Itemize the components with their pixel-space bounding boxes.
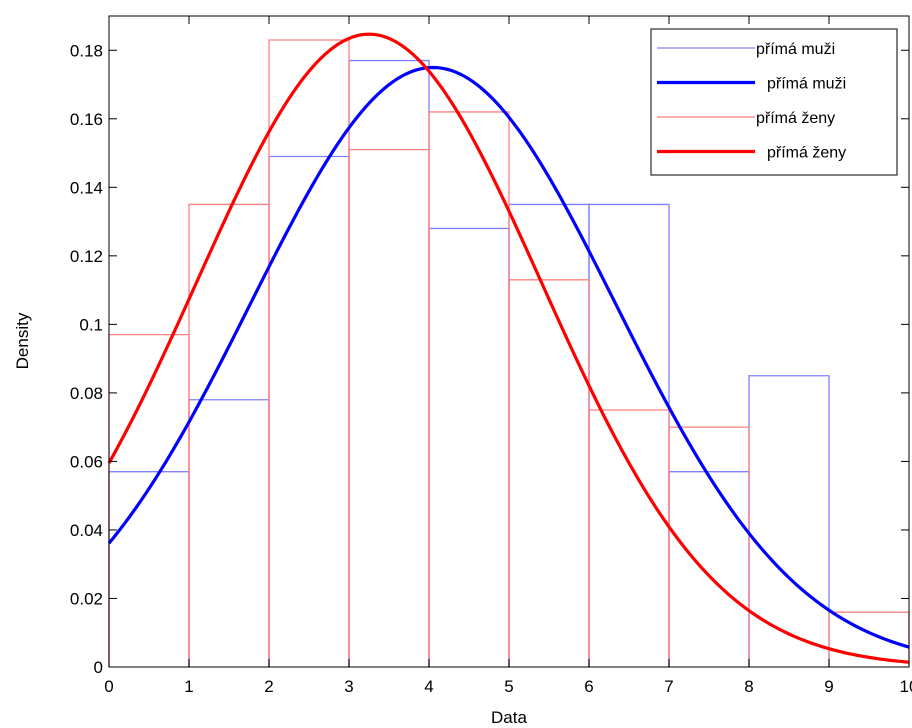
density-curve-layer bbox=[107, 32, 910, 664]
y-tick-label: 0.06 bbox=[70, 452, 103, 471]
x-tick-label: 0 bbox=[104, 677, 113, 696]
histogram-layer bbox=[108, 39, 910, 667]
x-tick-label: 4 bbox=[424, 677, 433, 696]
legend-label-prima-muzi-0: přímá muži bbox=[756, 41, 835, 58]
y-tick-label: 0.14 bbox=[70, 178, 103, 197]
y-tick-label: 0 bbox=[94, 658, 103, 677]
y-axis-label: Density bbox=[13, 312, 32, 369]
y-tick-label: 0.16 bbox=[70, 110, 103, 129]
x-tick-label: 5 bbox=[504, 677, 513, 696]
density-curve-prima-muzi-0 bbox=[107, 65, 910, 649]
y-tick-label: 0.1 bbox=[79, 315, 103, 334]
x-tick-label: 2 bbox=[264, 677, 273, 696]
x-tick-label: 9 bbox=[824, 677, 833, 696]
y-tick-label: 0.12 bbox=[70, 247, 103, 266]
y-tick-label: 0.08 bbox=[70, 384, 103, 403]
x-tick-label: 7 bbox=[664, 677, 673, 696]
legend: přímá muži přímá muži přímá ženy přímá ženy bbox=[650, 28, 898, 176]
x-tick-label: 1 bbox=[184, 677, 193, 696]
density-curve-prima-zeny-1 bbox=[107, 32, 910, 664]
y-tick-label: 0.04 bbox=[70, 521, 103, 540]
legend-label-prima-zeny-3: přímá ženy bbox=[767, 145, 846, 162]
legend-label-prima-zeny-2: přímá ženy bbox=[756, 110, 835, 127]
x-axis-label: Data bbox=[491, 708, 527, 727]
y-tick-label: 0.02 bbox=[70, 589, 103, 608]
axis-ticks: 0 1 2 3 4 5 6 7 8 9 10 0 0.02 0.04 0.06 0.08 0.1 0.12 0.14… bbox=[70, 16, 912, 696]
x-tick-label: 10 bbox=[900, 677, 912, 696]
y-tick-label: 0.18 bbox=[70, 41, 103, 60]
legend-label-prima-muzi-1: přímá muži bbox=[767, 76, 846, 93]
histogram-bar-prima-zeny-1-7 bbox=[668, 426, 750, 667]
x-tick-label: 6 bbox=[584, 677, 593, 696]
x-tick-label: 8 bbox=[744, 677, 753, 696]
x-tick-label: 3 bbox=[344, 677, 353, 696]
